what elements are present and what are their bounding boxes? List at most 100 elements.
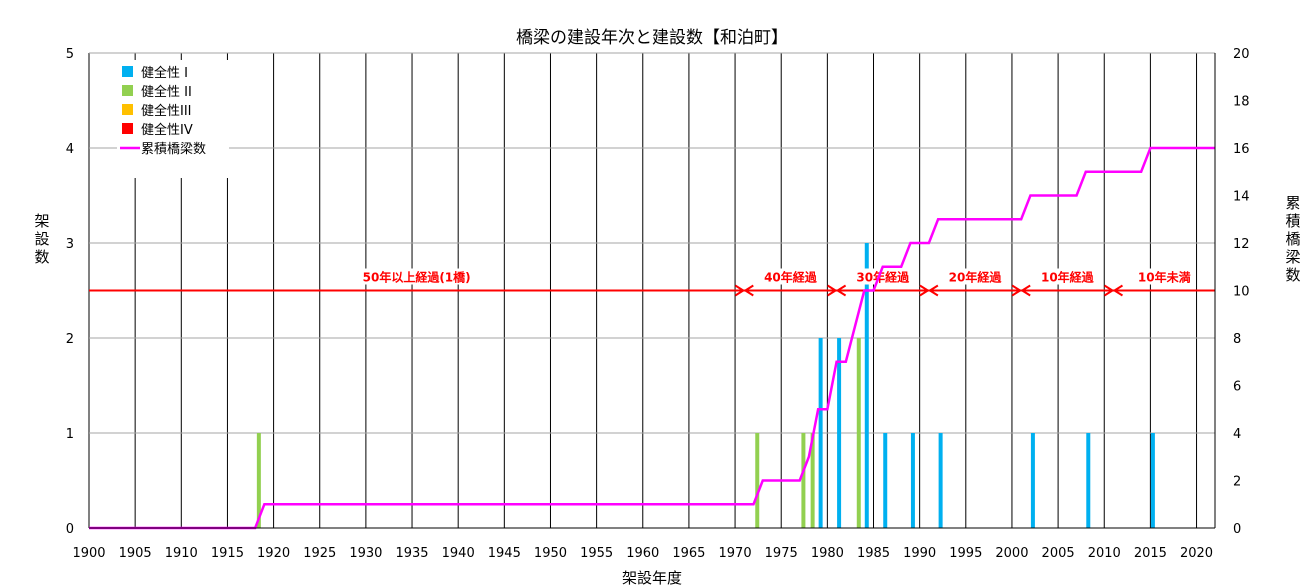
x-tick-label: 2010 [1088, 546, 1121, 561]
x-tick-label: 1945 [488, 546, 521, 561]
x-tick-label: 1940 [442, 546, 475, 561]
y-left-tick-label: 3 [66, 237, 74, 252]
bar [801, 433, 806, 528]
arrowhead [1103, 284, 1115, 297]
age-band-label-bg [1036, 268, 1098, 285]
left-axis-label: 架設数 [34, 212, 49, 266]
arrowhead [827, 284, 838, 297]
legend-label: 累積橋梁数 [141, 142, 206, 157]
arrowhead [1020, 284, 1031, 297]
right-axis-label-char: 橋 [1285, 230, 1300, 248]
legend-swatch [122, 66, 133, 77]
bar-series [256, 243, 1155, 528]
y-right-tick-label: 20 [1233, 47, 1250, 62]
x-tick-label: 1965 [672, 546, 705, 561]
x-tick-label: 2015 [1134, 546, 1167, 561]
y-right-tick-label: 18 [1233, 95, 1250, 110]
x-tick-label: 1920 [257, 546, 290, 561]
x-tick-label: 1900 [72, 546, 105, 561]
y-left-tick-label: 2 [66, 332, 74, 347]
axes: 1900 1905 1910 1915 1920 1925 1930 1935 1940 1945… [66, 47, 1250, 561]
legend-swatch [122, 123, 133, 134]
x-tick-label: 1915 [211, 546, 244, 561]
bar [818, 338, 823, 528]
age-band-label: 20年経過 [949, 270, 1003, 285]
x-tick-label: 1985 [857, 546, 890, 561]
x-tick-label: 1905 [119, 546, 152, 561]
bar [810, 433, 815, 528]
x-tick-label: 1975 [765, 546, 798, 561]
arrowhead [927, 284, 939, 297]
x-tick-label: 1980 [811, 546, 844, 561]
legend-label: 健全性III [141, 103, 192, 119]
y-right-tick-label: 4 [1233, 427, 1241, 442]
right-axis-label-char: 梁 [1285, 248, 1300, 266]
legend-label: 健全性 I [141, 65, 188, 81]
bar [938, 433, 943, 528]
x-tick-label: 2005 [1042, 546, 1075, 561]
arrowhead [743, 284, 754, 297]
x-tick-label: 1995 [949, 546, 982, 561]
legend-label: 健全性 II [141, 84, 192, 100]
bar [256, 433, 261, 528]
bar [910, 433, 915, 528]
y-right-tick-label: 10 [1233, 285, 1250, 300]
arrowhead [1011, 284, 1023, 297]
x-tick-label: 1955 [580, 546, 613, 561]
x-tick-label: 1910 [165, 546, 198, 561]
bar [1086, 433, 1091, 528]
age-band-label-bg [759, 268, 821, 285]
age-band-label-bg [353, 268, 481, 285]
y-left-tick-label: 5 [66, 47, 74, 62]
right-axis-label-char: 数 [1285, 266, 1300, 284]
arrowhead [734, 284, 746, 297]
y-left-tick-label: 4 [66, 142, 74, 157]
right-axis-label-char: 累 [1285, 194, 1300, 212]
age-band-label-bg [852, 268, 914, 285]
left-axis-label-char: 数 [34, 248, 49, 266]
legend-box [117, 60, 229, 178]
bar [837, 338, 842, 528]
age-band-label-bg [944, 268, 1006, 285]
x-tick-label: 1925 [303, 546, 336, 561]
y-left-tick-label: 1 [66, 427, 74, 442]
y-right-tick-label: 0 [1233, 522, 1241, 537]
y-right-tick-label: 12 [1233, 237, 1250, 252]
age-band-label-bg [1133, 268, 1195, 285]
cumulative-bridge-line [89, 146, 1215, 530]
x-tick-label: 2000 [995, 546, 1028, 561]
arrowhead [919, 284, 930, 297]
x-tick-label: 2020 [1180, 546, 1213, 561]
age-band-label: 50年以上経過(1橋) [363, 270, 471, 285]
bar [1030, 433, 1035, 528]
left-axis-label-char: 架 [34, 212, 49, 230]
x-tick-label: 1935 [395, 546, 428, 561]
age-band-label: 10年経過 [1041, 270, 1095, 285]
y-right-tick-label: 8 [1233, 332, 1241, 347]
y-left-tick-label: 0 [66, 522, 74, 537]
bar [856, 338, 861, 528]
x-tick-label: 1930 [349, 546, 382, 561]
x-tick-label: 1990 [903, 546, 936, 561]
arrowhead [1112, 284, 1124, 297]
left-axis-label-char: 設 [34, 230, 49, 248]
right-axis-label-char: 積 [1285, 212, 1300, 230]
age-band-label: 40年経過 [764, 270, 818, 285]
chart-title: 橋梁の建設年次と建設数【和泊町】 [516, 28, 788, 48]
y-right-tick-label: 6 [1233, 380, 1241, 395]
y-right-tick-label: 2 [1233, 475, 1241, 490]
age-band-label: 10年未満 [1138, 270, 1191, 285]
bar [755, 433, 760, 528]
legend-label: 健全性IV [141, 122, 193, 138]
age-band-label: 30年経過 [856, 270, 910, 285]
legend-swatch [122, 85, 133, 96]
x-tick-label: 1960 [626, 546, 659, 561]
cumulative-line [89, 146, 1215, 530]
legend: 健全性 I 健全性 II 健全性III 健全性IV 累積橋梁数 [117, 60, 229, 178]
bar [883, 433, 888, 528]
x-tick-label: 1970 [719, 546, 752, 561]
y-right-tick-label: 14 [1233, 190, 1250, 205]
right-axis-label: 累積橋梁数 [1285, 194, 1300, 284]
x-axis-label: 架設年度 [622, 569, 682, 587]
arrowhead [835, 284, 847, 297]
